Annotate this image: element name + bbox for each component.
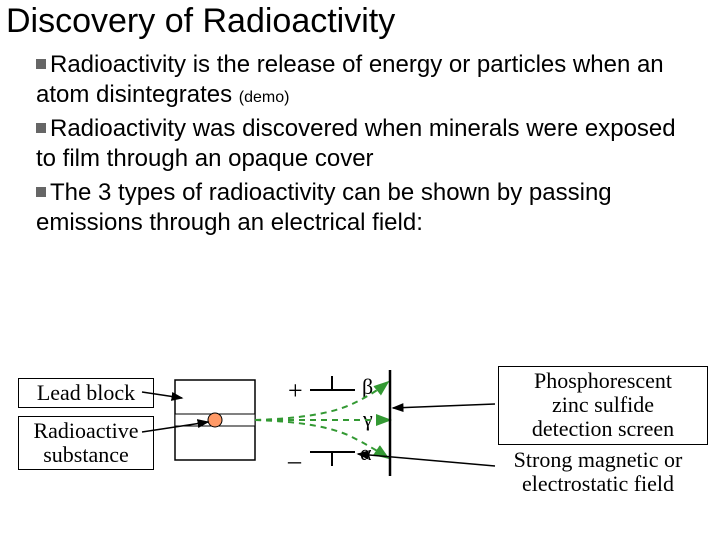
label-field: Strong magnetic or electrostatic field xyxy=(498,448,698,496)
label-screen: Phosphorescent zinc sulfide detection sc… xyxy=(498,366,708,445)
bullet-list: Radioactivity is the release of energy o… xyxy=(36,50,696,242)
bullet-3: The 3 types of radioactivity can be show… xyxy=(36,178,696,238)
bullet-icon xyxy=(36,123,46,133)
label-plus: + xyxy=(288,376,303,406)
bullet-icon xyxy=(36,187,46,197)
label-radioactive-substance: Radioactive substance xyxy=(18,416,154,470)
label-radioactive-l2: substance xyxy=(43,442,129,467)
bullet-1: Radioactivity is the release of energy o… xyxy=(36,50,696,110)
label-screen-l1: Phosphorescent xyxy=(534,368,672,393)
bullet-2: Radioactivity was discovered when minera… xyxy=(36,114,696,174)
bullet-2-text: Radioactivity was discovered when minera… xyxy=(36,115,676,172)
label-alpha: α xyxy=(360,440,372,466)
label-field-l1: Strong magnetic or xyxy=(514,447,683,472)
label-radioactive-l1: Radioactive xyxy=(33,418,138,443)
label-screen-l3: detection screen xyxy=(532,416,674,441)
label-minus: – xyxy=(288,446,301,476)
bullet-3-text: The 3 types of radioactivity can be show… xyxy=(36,179,612,236)
label-lead-block: Lead block xyxy=(18,378,154,408)
label-gamma: γ xyxy=(363,406,373,432)
label-beta: β xyxy=(362,374,373,400)
label-screen-l2: zinc sulfide xyxy=(552,392,654,417)
bullet-1-text: Radioactivity is the release of energy o… xyxy=(36,51,664,108)
bullet-icon xyxy=(36,59,46,69)
page-title: Discovery of Radioactivity xyxy=(6,2,395,41)
bullet-1-small: (demo) xyxy=(239,89,290,106)
label-field-l2: electrostatic field xyxy=(522,471,674,496)
